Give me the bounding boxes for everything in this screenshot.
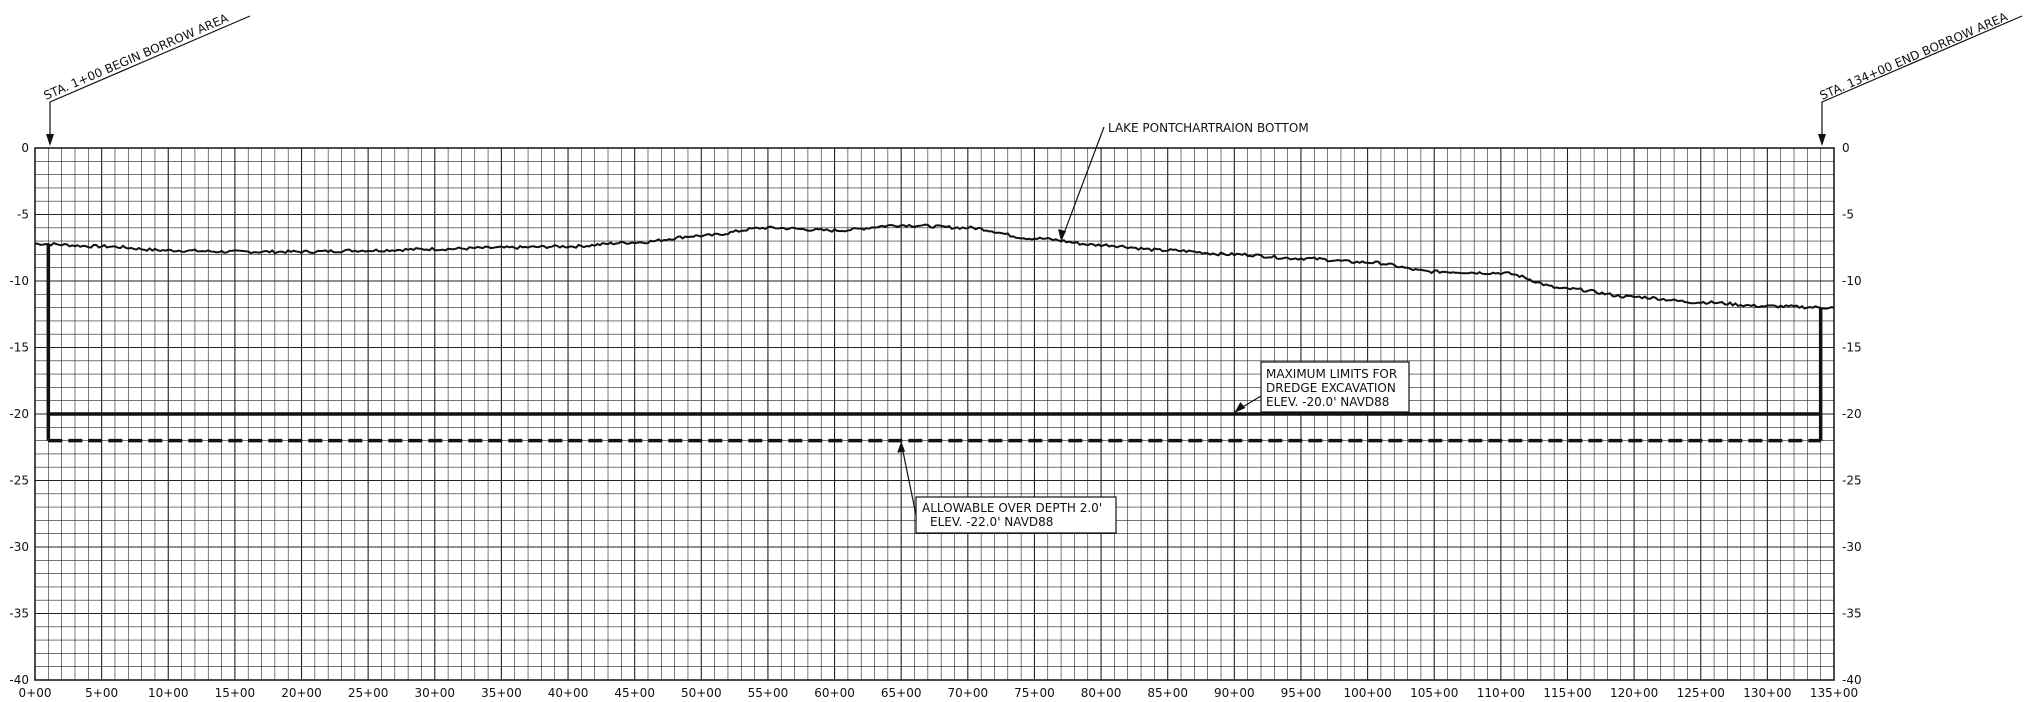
over-depth-leader (900, 442, 917, 516)
station-tick-label: 100+00 (1343, 686, 1391, 700)
station-tick-label: 15+00 (215, 686, 256, 700)
dredge-limit-label-box (1260, 361, 1410, 413)
end-station-callout: STA. 134+00 END BORROW AREA (1818, 9, 2023, 146)
begin-station-label: STA. 1+00 BEGIN BORROW AREA (42, 11, 231, 103)
station-tick-label: 95+00 (1281, 686, 1322, 700)
lake-bottom-line (34, 223, 1835, 310)
station-tick-label: 80+00 (1081, 686, 1122, 700)
station-tick-label: 115+00 (1543, 686, 1591, 700)
station-tick-label: 55+00 (748, 686, 789, 700)
dredge-limit-label-line-1: MAXIMUM LIMITS FOR (1266, 367, 1397, 381)
station-tick-label: 30+00 (414, 686, 455, 700)
elevation-tick-label: -30 (1842, 540, 1862, 554)
elevation-tick-label: -15 (1842, 341, 1862, 355)
elevation-tick-labels-right: 0 -5 -10 -15 -20 -25 -30 -35 -40 (1842, 141, 1862, 687)
elevation-tick-labels-left: 0 -5 -10 -15 -20 -25 -30 -35 -40 (9, 141, 29, 687)
station-tick-label: 85+00 (1147, 686, 1188, 700)
end-station-label: STA. 134+00 END BORROW AREA (1818, 9, 2011, 102)
lake-bottom-label: LAKE PONTCHARTRAION BOTTOM (1108, 121, 1309, 135)
elevation-tick-label: -35 (1842, 607, 1862, 621)
station-tick-label: 20+00 (281, 686, 322, 700)
lake-bottom-leader (1060, 126, 1105, 242)
elevation-tick-label: -40 (9, 673, 29, 687)
elevation-tick-label: -5 (1842, 208, 1854, 222)
station-tick-label: 105+00 (1410, 686, 1458, 700)
elevation-tick-label: -20 (9, 407, 29, 421)
dredge-limit-label-line-3: ELEV. -20.0' NAVD88 (1266, 395, 1389, 409)
elevation-tick-label: -10 (9, 274, 29, 288)
station-tick-label: 25+00 (348, 686, 389, 700)
end-station-leader (1821, 15, 2023, 142)
station-tick-label: 110+00 (1477, 686, 1525, 700)
station-tick-label: 40+00 (548, 686, 589, 700)
over-depth-arrow (897, 441, 906, 453)
elevation-tick-label: -25 (9, 474, 29, 488)
over-depth-label-box (915, 496, 1117, 534)
over-depth-label-line-2: ELEV. -22.0' NAVD88 (930, 515, 1053, 529)
station-tick-label: 10+00 (148, 686, 189, 700)
elevation-tick-label: -15 (9, 341, 29, 355)
elevation-tick-label: -30 (9, 540, 29, 554)
station-tick-label: 90+00 (1214, 686, 1255, 700)
begin-station-arrow (46, 134, 54, 146)
elevation-tick-label: -10 (1842, 274, 1862, 288)
elevation-tick-label: 0 (1842, 141, 1850, 155)
station-tick-label: 135+00 (1810, 686, 1858, 700)
lake-bottom-callout: LAKE PONTCHARTRAION BOTTOM (1058, 121, 1309, 242)
station-tick-label: 75+00 (1014, 686, 1055, 700)
dredge-limit-callout: MAXIMUM LIMITS FOR DREDGE EXCAVATION ELE… (1234, 361, 1410, 413)
station-tick-label: 35+00 (481, 686, 522, 700)
station-tick-label: 70+00 (948, 686, 989, 700)
elevation-tick-label: -40 (1842, 673, 1862, 687)
station-tick-labels: 0+00 5+00 10+00 15+00 20+00 25+00 30+00 35+00 40… (19, 686, 1859, 700)
station-tick-label: 65+00 (881, 686, 922, 700)
elevation-tick-label: 0 (21, 141, 29, 155)
station-tick-label: 45+00 (614, 686, 655, 700)
lake-bottom-arrow (1058, 229, 1067, 242)
station-tick-label: 0+00 (19, 686, 52, 700)
dredge-limit-arrow (1234, 402, 1246, 413)
dredge-limit-line (46, 243, 1823, 441)
station-tick-label: 120+00 (1610, 686, 1658, 700)
elevation-tick-label: -35 (9, 607, 29, 621)
station-tick-label: 125+00 (1677, 686, 1725, 700)
elevation-tick-label: -25 (1842, 474, 1862, 488)
begin-station-leader (49, 15, 251, 142)
begin-station-callout: STA. 1+00 BEGIN BORROW AREA (42, 11, 251, 146)
over-depth-callout: ALLOWABLE OVER DEPTH 2.0' ELEV. -22.0' N… (897, 441, 1117, 534)
elevation-tick-label: -20 (1842, 407, 1862, 421)
station-tick-label: 130+00 (1743, 686, 1791, 700)
plot-frame (34, 147, 1835, 681)
end-station-arrow (1818, 134, 1826, 146)
elevation-tick-label: -5 (17, 208, 29, 222)
over-depth-label-line-1: ALLOWABLE OVER DEPTH 2.0' (922, 501, 1102, 515)
station-tick-label: 50+00 (681, 686, 722, 700)
station-tick-label: 5+00 (85, 686, 118, 700)
station-tick-label: 60+00 (814, 686, 855, 700)
dredge-limit-label-line-2: DREDGE EXCAVATION (1266, 381, 1396, 395)
